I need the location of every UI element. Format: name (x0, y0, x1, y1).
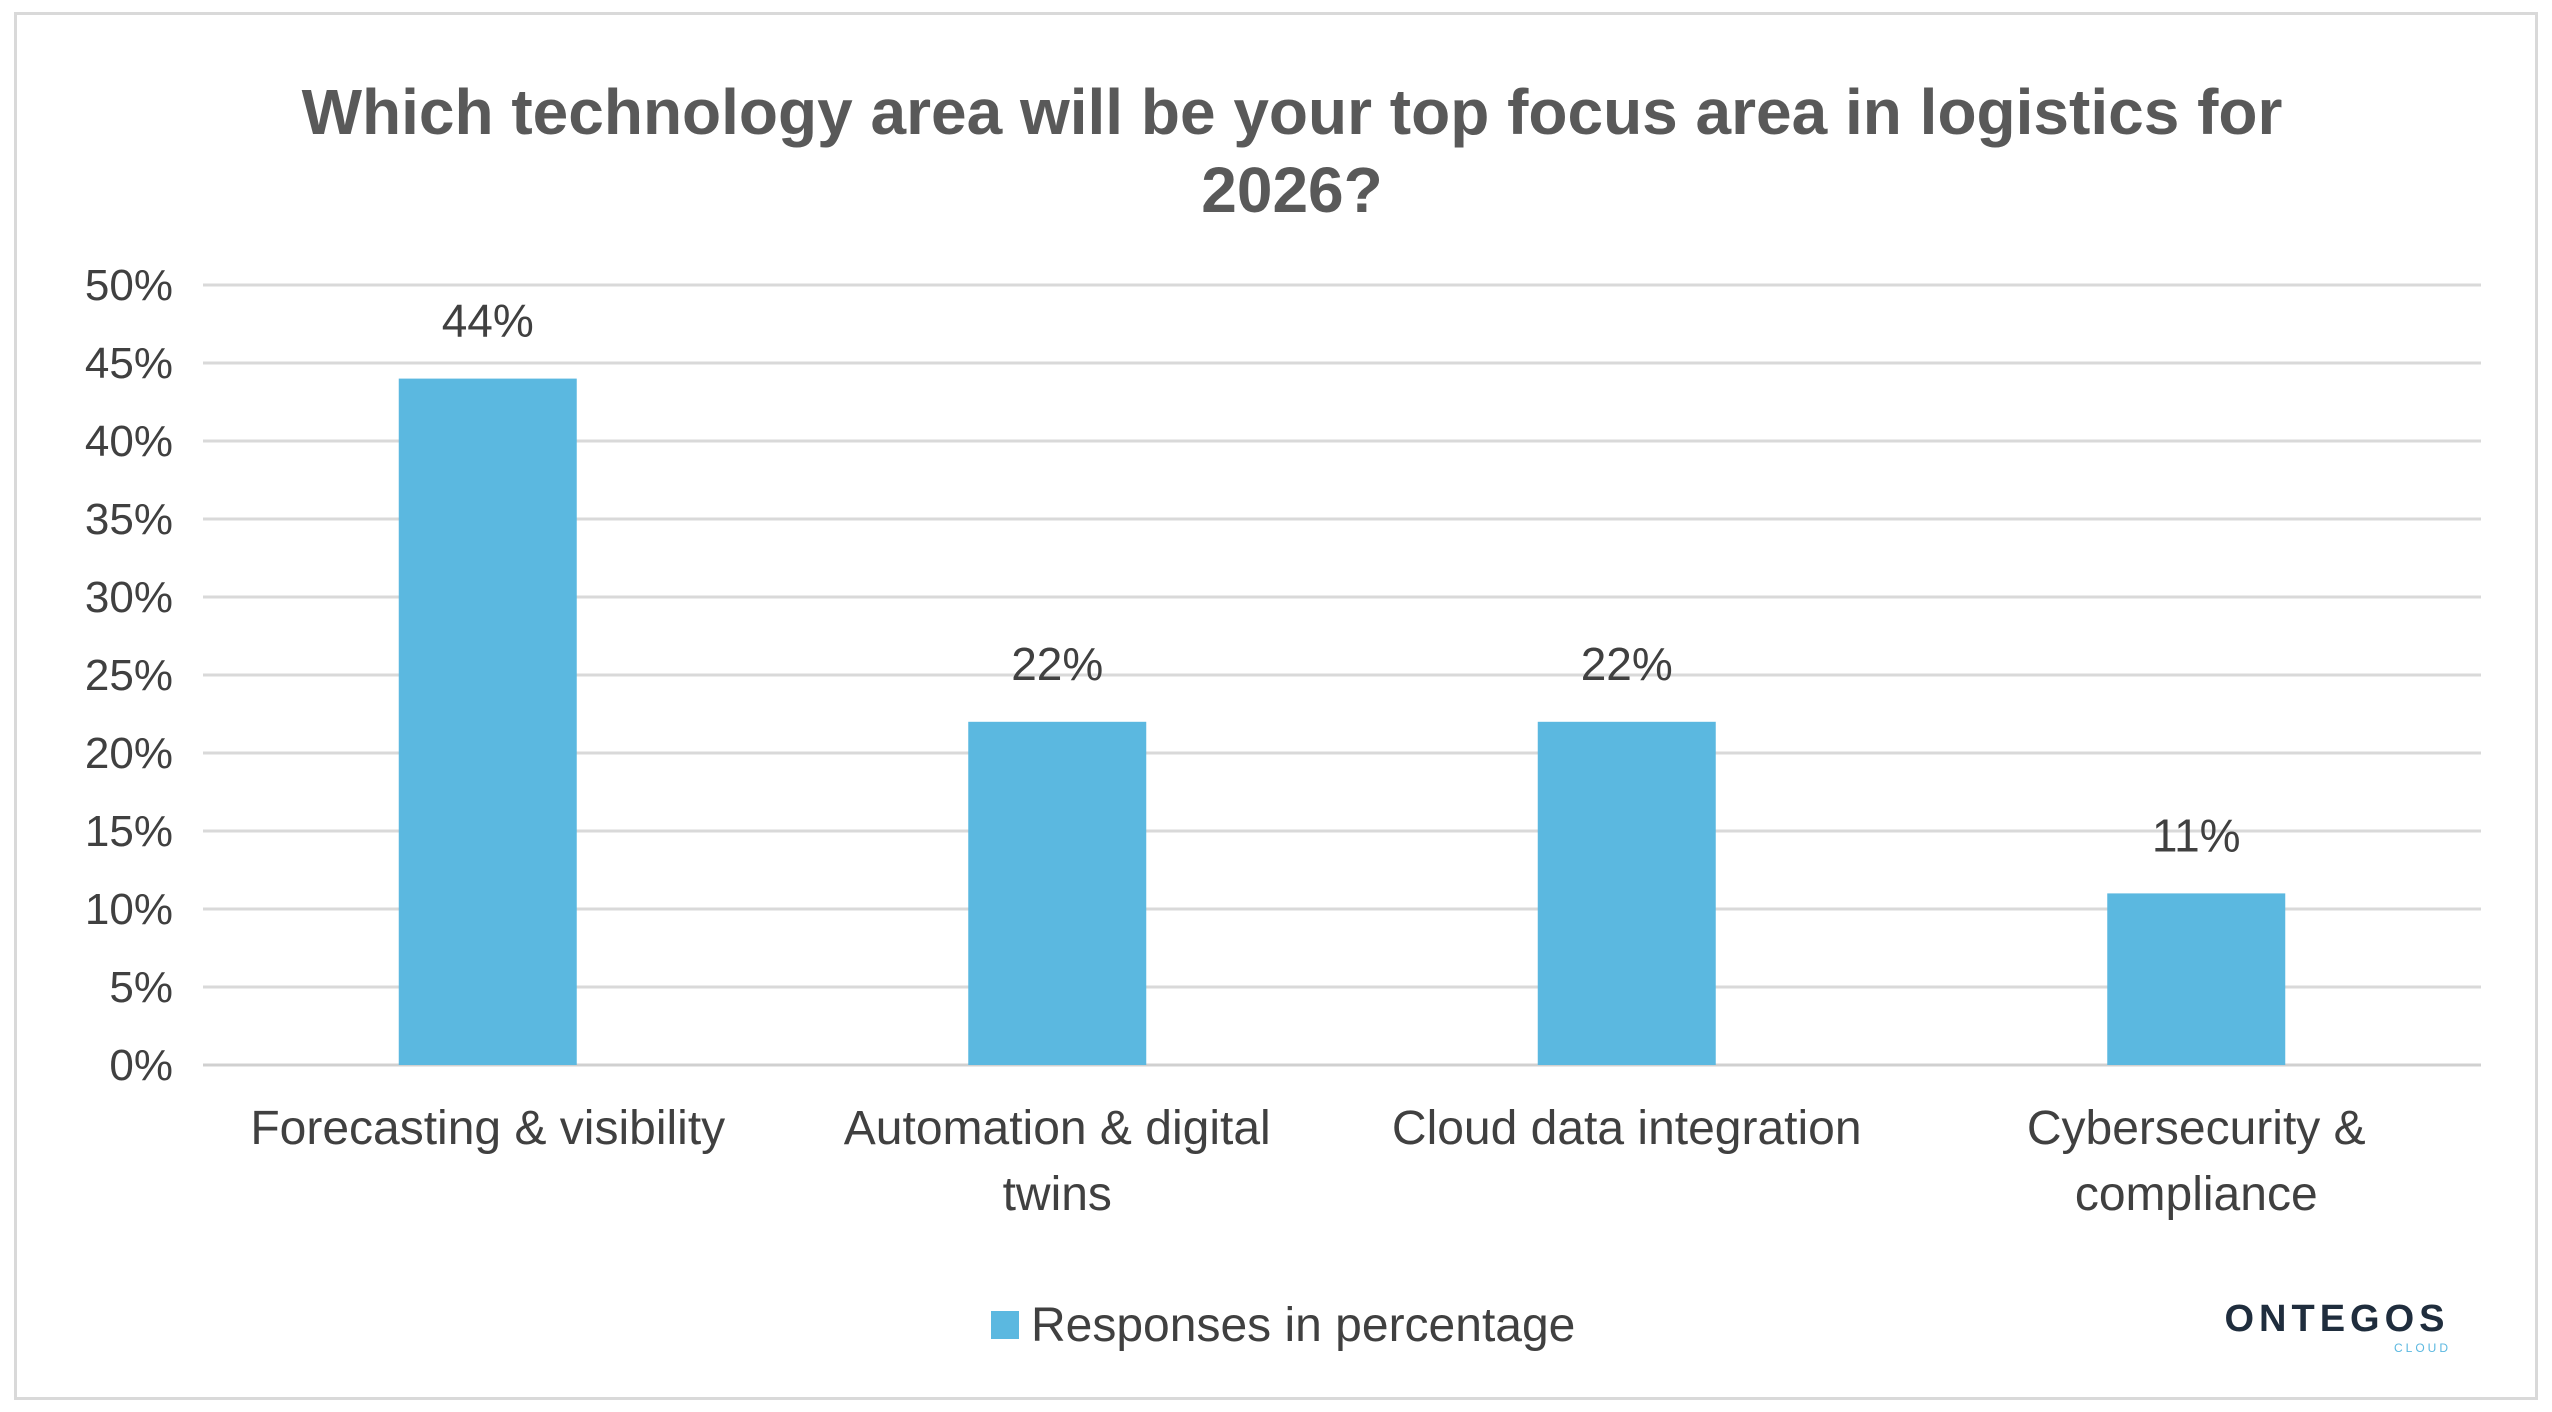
x-tick-label: Forecasting & visibility (250, 1102, 725, 1155)
y-tick-label: 20% (85, 729, 173, 778)
data-label: 22% (1581, 638, 1673, 690)
chart-plot-area: 0% 5% 10% 15% 20% 25% 30% 35% 40% 45% 50% 44% Foreca… (85, 261, 2481, 1221)
brand-subtitle: CLOUD (2393, 1341, 2451, 1355)
x-tick-label: Cybersecurity & compliance (2027, 1102, 2366, 1221)
data-label: 11% (2152, 809, 2241, 861)
data-label: 44% (442, 295, 534, 347)
x-tick-label: Cloud data integration (1392, 1102, 1862, 1155)
y-tick-label: 10% (85, 885, 173, 934)
y-tick-label: 35% (85, 495, 173, 544)
y-tick-label: 40% (85, 417, 173, 466)
y-tick-label: 30% (85, 573, 173, 622)
legend-label: Responses in percentage (1031, 1298, 1576, 1352)
brand-name: ONTEGOS (2224, 1298, 2450, 1340)
y-tick-label: 25% (85, 651, 173, 700)
y-tick-label: 50% (85, 261, 173, 310)
chart-frame: Which technology area will be your top f… (14, 12, 2538, 1400)
legend-swatch (991, 1311, 1019, 1339)
brand-logo: ONTEGOS CLOUD (2217, 1297, 2457, 1355)
legend: Responses in percentage (991, 1297, 1575, 1353)
data-label: 22% (1011, 638, 1103, 690)
bar (968, 721, 1147, 1065)
chart-title: Which technology area will be your top f… (301, 76, 2283, 226)
y-tick-label: 45% (85, 339, 173, 388)
bar (2107, 893, 2286, 1065)
y-tick-label: 15% (85, 807, 173, 856)
x-tick-label: Automation & digital twins (844, 1102, 1271, 1221)
bar (1537, 721, 1716, 1065)
y-tick-label: 0% (109, 1041, 173, 1090)
bar (398, 378, 577, 1066)
y-tick-label: 5% (109, 963, 173, 1012)
